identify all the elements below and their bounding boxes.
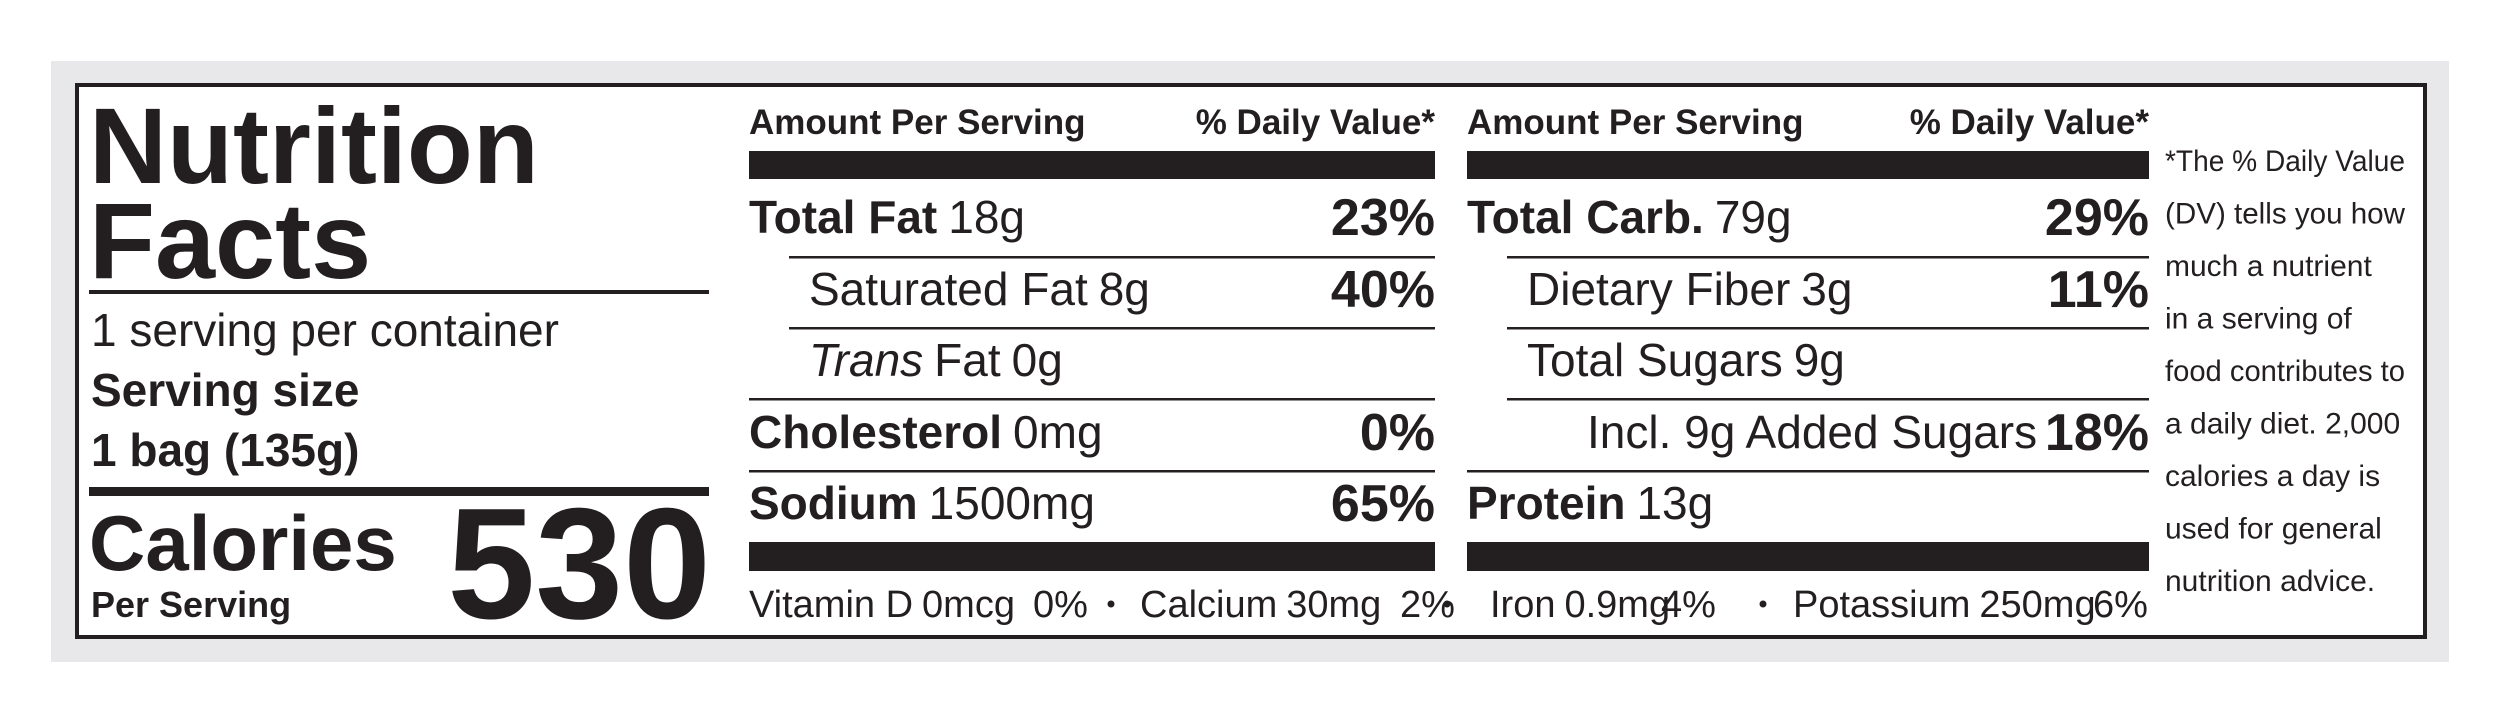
row-divider: [1507, 256, 2149, 259]
separator: [1759, 600, 1767, 608]
micronutrient: Potassium 250mg: [1793, 584, 2096, 626]
row-divider: [789, 327, 1435, 330]
header-dv: % Daily Value*: [1910, 103, 2150, 142]
row-divider: [749, 398, 1435, 401]
nutrient-row: Cholesterol 0mg: [749, 406, 1103, 458]
divider: [89, 290, 709, 294]
nutrient-row: Total Fat 18g: [749, 191, 1025, 243]
calories-value: 530: [447, 476, 711, 652]
micronutrient-amount: 250mg: [1979, 584, 2095, 626]
nutrient-row: Total Sugars 9g: [1527, 334, 1845, 386]
nutrient-name: Saturated Fat: [809, 263, 1088, 315]
row-divider: [789, 256, 1435, 259]
nutrient-name: Incl. 9g Added Sugars: [1587, 406, 2037, 458]
footnote-line: (DV) tells you how: [2165, 198, 2405, 231]
nutrient-row: Sodium 1500mg: [749, 477, 1095, 529]
footnote: *The % Daily Value (DV) tells you how much…: [2165, 145, 2405, 598]
daily-value: 11%: [2048, 261, 2149, 319]
nutrient-amount: 0g: [1012, 334, 1063, 386]
micronutrient-name: Calcium: [1140, 584, 1277, 626]
micronutrient-amount: 0mcg: [922, 584, 1015, 626]
nutrient-row: Trans Fat 0g: [809, 334, 1063, 386]
micronutrient: Iron 0.9mg: [1490, 584, 1670, 626]
thick-bar: [749, 151, 1435, 179]
nutrient-amount: 79g: [1715, 191, 1792, 243]
nutrient-amount: 8g: [1099, 263, 1150, 315]
thick-bar: [749, 542, 1435, 571]
nutrient-amount: 13g: [1636, 477, 1713, 529]
micronutrient: Vitamin D 0mcg: [749, 584, 1015, 626]
nutrient-name: Sodium: [749, 477, 918, 529]
footnote-line: *The % Daily Value: [2165, 145, 2405, 178]
calories-label: Calories: [89, 499, 397, 587]
separator: [1107, 600, 1115, 608]
daily-value: 29%: [2045, 189, 2149, 247]
nutrient-name: Cholesterol: [749, 406, 1002, 458]
row-divider: [1507, 398, 2149, 401]
footnote-line: calories a day is: [2165, 460, 2380, 493]
header-dv: % Daily Value*: [1196, 103, 1436, 142]
thick-bar: [1467, 151, 2149, 179]
nutrient-row: Dietary Fiber 3g: [1527, 263, 1852, 315]
footnote-line: used for general: [2165, 513, 2382, 546]
footnote-line: food contributes to: [2165, 355, 2405, 388]
calories-sublabel: Per Serving: [91, 584, 291, 625]
footnote-line: in a serving of: [2165, 303, 2352, 336]
serving-size: 1 bag (135g): [91, 424, 359, 476]
nutrient-row: Protein 13g: [1467, 477, 1713, 529]
columns: Amount Per Serving % Daily Value* Total Fa…: [749, 103, 2149, 626]
daily-value: 65%: [1331, 475, 1435, 533]
row-divider: [1467, 470, 2149, 473]
nutrient-amount: 1500mg: [929, 477, 1095, 529]
nutrient-name: Protein: [1467, 477, 1625, 529]
nutrient-amount: 3g: [1801, 263, 1852, 315]
title: Facts: [89, 180, 371, 301]
header-amount: Amount Per Serving: [1467, 103, 1803, 142]
row-divider: [1507, 327, 2149, 330]
footnote-line: much a nutrient: [2165, 250, 2372, 283]
nutrient-name: Dietary Fiber: [1527, 263, 1790, 315]
footnote-line: nutrition advice.: [2165, 565, 2375, 598]
separator: [1443, 600, 1451, 608]
nutrient-row: Total Carb. 79g: [1467, 191, 1792, 243]
thick-divider: [89, 487, 709, 496]
header-amount: Amount Per Serving: [749, 103, 1085, 142]
serving-size-label: Serving size: [91, 364, 359, 416]
nutrient-name: Total Fat: [749, 191, 937, 243]
nutrient-amount: 0mg: [1013, 406, 1102, 458]
nutrient-amount: 18g: [948, 191, 1025, 243]
nutrient-amount: 9g: [1794, 334, 1845, 386]
daily-value: 40%: [1331, 261, 1435, 319]
micronutrient-dv: 0%: [1033, 584, 1088, 626]
servings: 1 serving per container: [91, 304, 559, 356]
micronutrient-name: Potassium: [1793, 584, 1970, 626]
nutrient-row: Incl. 9g Added Sugars: [1587, 406, 2037, 458]
nutrient-name: Total Carb.: [1467, 191, 1704, 243]
nutrient-name: Total Sugars: [1527, 334, 1783, 386]
row-divider: [749, 470, 1435, 473]
daily-value: 18%: [2045, 404, 2149, 462]
micronutrient-name: Vitamin D: [749, 584, 913, 626]
micronutrient-dv: 4%: [1661, 584, 1716, 626]
thick-bar: [1467, 542, 2149, 571]
nutrient-name-italic: Trans: [809, 334, 923, 386]
micronutrient: Calcium 30mg: [1140, 584, 1381, 626]
micronutrient-dv: 6%: [2093, 584, 2148, 626]
daily-value: 23%: [1331, 189, 1435, 247]
title: Nutrition: [89, 85, 539, 206]
footnote-line: a daily diet. 2,000: [2165, 408, 2400, 441]
nutrient-row: Saturated Fat 8g: [809, 263, 1150, 315]
micronutrient-amount: 0.9mg: [1564, 584, 1670, 626]
daily-value: 0%: [1360, 404, 1435, 462]
micronutrient-name: Iron: [1490, 584, 1555, 626]
nutrient-name: Fat: [934, 334, 1001, 386]
micronutrient-amount: 30mg: [1286, 584, 1381, 626]
